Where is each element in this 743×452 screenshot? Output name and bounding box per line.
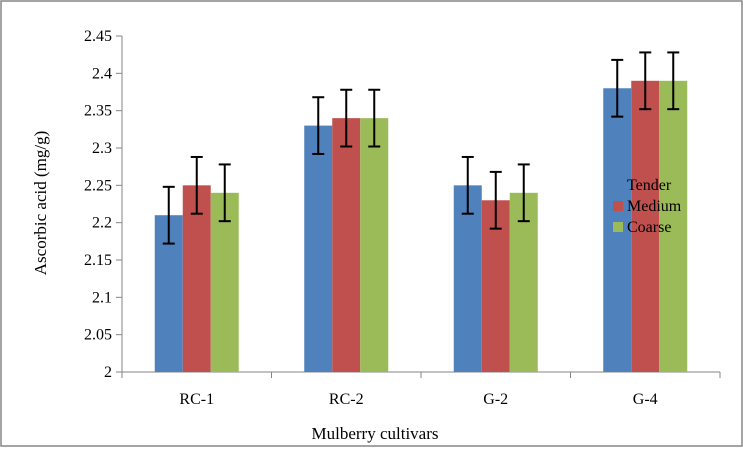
- legend-label: Tender: [627, 177, 672, 194]
- y-tick-label: 2.45: [84, 28, 112, 45]
- y-tick-label: 2.25: [84, 177, 112, 194]
- bar: [360, 118, 389, 372]
- bar: [182, 185, 211, 372]
- bar: [332, 118, 361, 372]
- bar: [509, 192, 538, 372]
- x-tick-label: RC-2: [329, 391, 364, 408]
- y-tick-label: 2: [104, 364, 112, 381]
- y-tick-label: 2.4: [92, 65, 112, 82]
- legend-label: Coarse: [627, 219, 671, 236]
- bar: [659, 80, 688, 373]
- bar: [631, 80, 660, 373]
- y-tick-label: 2.1: [92, 289, 112, 306]
- bar: [453, 185, 482, 372]
- legend-swatch: [613, 222, 623, 232]
- x-tick-label: G-2: [483, 391, 508, 408]
- y-tick-label: 2.2: [92, 215, 112, 232]
- legend-swatch: [613, 180, 623, 190]
- y-tick-label: 2.15: [84, 252, 112, 269]
- legend: Tender Medium Coarse: [613, 177, 682, 236]
- y-tick-label: 2.3: [92, 140, 112, 157]
- bar: [210, 192, 239, 372]
- x-axis-title: Mulberry cultivars: [312, 424, 439, 443]
- x-tick-label: RC-1: [179, 391, 214, 408]
- y-axis-title: Ascorbic acid (mg/g): [31, 131, 50, 275]
- legend-label: Medium: [627, 198, 682, 215]
- legend-swatch: [613, 201, 623, 211]
- plot-area: 2 2.05 2.1 2.15 2.2 2.25 2.3 2.35 2.4 2.45 RC-1 RC-…: [84, 28, 721, 408]
- y-tick-label: 2.05: [84, 327, 112, 344]
- bar: [304, 125, 333, 372]
- y-tick-label: 2.35: [84, 103, 112, 120]
- x-tick-label: G-4: [633, 391, 658, 408]
